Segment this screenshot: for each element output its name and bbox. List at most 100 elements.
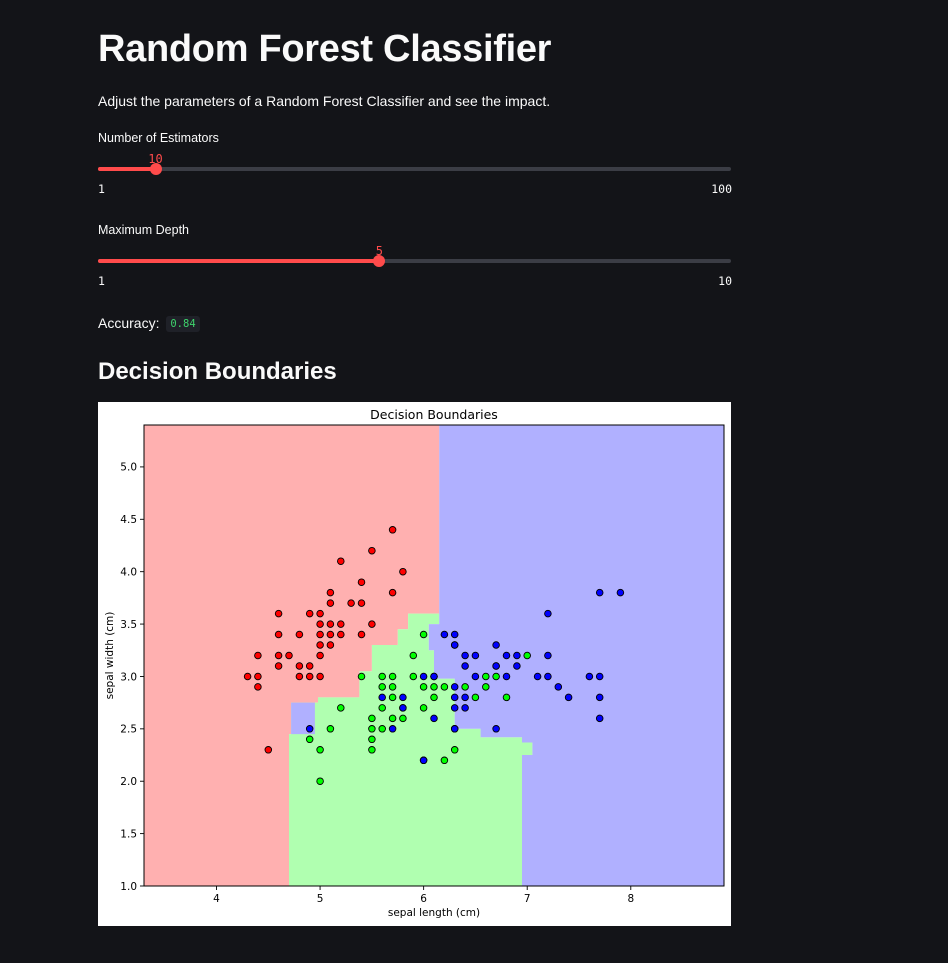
data-point-class-0 — [295, 630, 304, 639]
data-point-class-1 — [378, 672, 386, 681]
data-point-class-2 — [554, 683, 563, 691]
data-point-class-0 — [326, 588, 335, 597]
data-point-class-0 — [274, 651, 283, 660]
data-point-class-0 — [254, 672, 262, 681]
page-title: Random Forest Classifier — [98, 28, 552, 70]
data-point-class-2 — [513, 662, 521, 670]
data-point-class-2 — [595, 693, 604, 702]
data-point-class-1 — [440, 683, 449, 691]
data-point-class-1 — [492, 672, 500, 681]
data-point-class-2 — [399, 693, 407, 702]
data-point-class-1 — [419, 630, 428, 639]
y-tick-label: 3.0 — [120, 671, 137, 683]
data-point-class-0 — [316, 609, 324, 618]
data-point-class-1 — [316, 746, 324, 754]
data-point-class-2 — [305, 725, 314, 733]
data-point-class-2 — [461, 651, 469, 660]
data-point-class-0 — [316, 651, 324, 660]
data-point-class-1 — [471, 693, 480, 702]
data-point-class-0 — [274, 609, 283, 618]
data-point-class-0 — [295, 672, 304, 681]
plot-points — [243, 526, 625, 785]
data-point-class-0 — [305, 672, 314, 681]
decision-region-class-1 — [289, 613, 533, 886]
data-point-class-0 — [388, 526, 397, 534]
y-tick-label: 1.0 — [120, 881, 137, 893]
data-point-class-1 — [368, 725, 376, 733]
data-point-class-0 — [337, 620, 345, 628]
data-point-class-2 — [544, 651, 552, 660]
depth-slider-track[interactable] — [98, 255, 731, 267]
data-point-class-1 — [368, 735, 376, 744]
data-point-class-2 — [450, 693, 459, 702]
data-point-class-2 — [461, 662, 469, 670]
data-point-class-2 — [450, 630, 459, 639]
data-point-class-1 — [378, 704, 386, 712]
data-point-class-0 — [337, 630, 345, 639]
decision-region-class-2 — [428, 425, 724, 886]
data-point-class-2 — [450, 641, 459, 649]
data-point-class-2 — [595, 588, 604, 597]
data-point-class-2 — [461, 704, 469, 712]
data-point-class-0 — [264, 746, 273, 754]
depth-slider-thumb[interactable] — [373, 255, 386, 267]
data-point-class-1 — [419, 704, 428, 712]
depth-slider-label: Maximum Depth — [98, 223, 189, 237]
data-point-class-1 — [357, 672, 366, 681]
data-point-class-2 — [492, 725, 500, 733]
plot-axes-frame — [143, 424, 725, 887]
data-point-class-1 — [430, 693, 438, 702]
estimators-slider-max: 100 — [711, 182, 732, 196]
y-tick-label: 3.5 — [120, 619, 137, 631]
accuracy-value: 0.84 — [166, 316, 200, 332]
data-point-class-2 — [492, 662, 500, 670]
data-point-class-2 — [502, 651, 511, 660]
data-point-class-2 — [378, 693, 386, 702]
estimators-slider-value: 10 — [148, 152, 163, 166]
data-point-class-2 — [595, 672, 604, 681]
data-point-class-0 — [316, 641, 324, 649]
y-tick-label: 1.5 — [120, 828, 137, 840]
x-tick-label: 8 — [627, 893, 634, 905]
section-heading: Decision Boundaries — [98, 358, 337, 385]
plot-svg: 4 5 6 7 8 1.0 1.5 2.0 2.5 3.0 3.5 4.0 4.5 5.0 Decisi… — [104, 407, 725, 919]
x-tick-label: 7 — [524, 893, 531, 905]
x-tick-label: 5 — [317, 893, 324, 905]
estimators-slider-fill — [98, 167, 156, 171]
data-point-class-2 — [585, 672, 594, 681]
data-point-class-2 — [430, 672, 438, 681]
estimators-slider-thumb[interactable] — [149, 163, 162, 175]
estimators-slider-track[interactable] — [98, 163, 731, 175]
data-point-class-0 — [316, 630, 324, 639]
data-point-class-1 — [461, 683, 469, 691]
data-point-class-0 — [357, 599, 366, 607]
data-point-class-1 — [388, 693, 397, 702]
y-axis-ticks: 1.0 1.5 2.0 2.5 3.0 3.5 4.0 4.5 5.0 — [120, 462, 144, 893]
data-point-class-0 — [357, 578, 366, 586]
decision-boundary-plot: 4 5 6 7 8 1.0 1.5 2.0 2.5 3.0 3.5 4.0 4.5 5.0 Decisi… — [98, 402, 731, 926]
data-point-class-2 — [544, 609, 552, 618]
data-point-class-0 — [295, 662, 304, 670]
data-point-class-0 — [326, 630, 335, 639]
data-point-class-2 — [399, 704, 407, 712]
estimators-slider-min: 1 — [98, 182, 105, 196]
data-point-class-1 — [440, 756, 449, 765]
data-point-class-0 — [388, 588, 397, 597]
data-point-class-1 — [378, 683, 386, 691]
data-point-class-1 — [450, 746, 459, 754]
plot-regions — [144, 425, 724, 886]
data-point-class-2 — [564, 693, 573, 702]
data-point-class-1 — [388, 714, 397, 723]
data-point-class-1 — [409, 672, 418, 681]
data-point-class-1 — [368, 714, 376, 723]
data-point-class-0 — [305, 662, 314, 670]
data-point-class-1 — [523, 651, 531, 660]
x-tick-label: 4 — [213, 893, 220, 905]
data-point-class-0 — [254, 683, 262, 691]
data-point-class-2 — [430, 714, 438, 723]
data-point-class-2 — [450, 683, 459, 691]
data-point-class-0 — [326, 620, 335, 628]
data-point-class-2 — [595, 714, 604, 723]
y-axis-label: sepal width (cm) — [104, 612, 116, 700]
data-point-class-0 — [357, 630, 366, 639]
